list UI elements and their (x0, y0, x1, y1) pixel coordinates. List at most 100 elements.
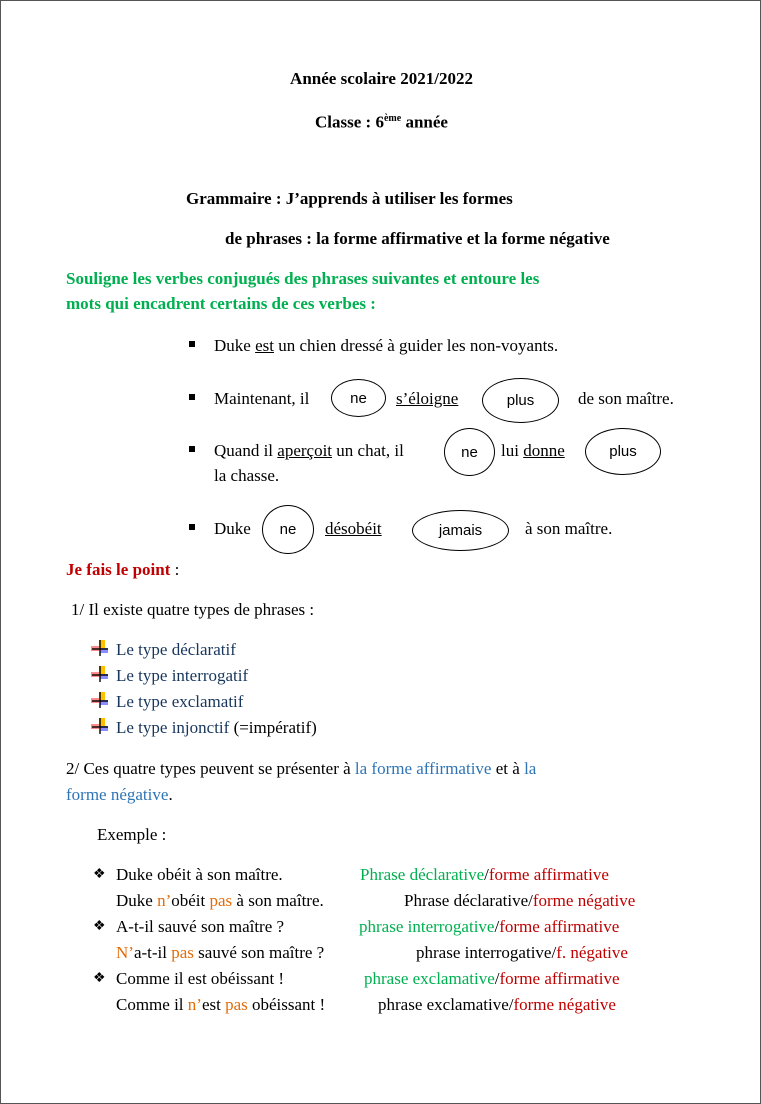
example-text: obéit (171, 891, 210, 910)
example-text: a-t-il (133, 943, 172, 962)
underlined-verb: est (255, 336, 274, 355)
sentence-4-end: à son maître. (525, 519, 613, 538)
example-label: Exemple : (97, 825, 167, 844)
example-text: N’ (116, 943, 134, 962)
circled-word: ne (262, 505, 314, 554)
example-classification: forme affirmative (499, 917, 620, 936)
example-classification: phrase interrogative (359, 917, 495, 936)
instruction-line-1: Souligne les verbes conjugués des phrase… (66, 269, 540, 288)
text: 2/ Ces quatre types peuvent se présenter… (66, 759, 355, 778)
example-classification: phrase exclamative (364, 969, 495, 988)
type-item: Le type injonctif (=impératif) (116, 718, 317, 738)
example-classification: forme négative (513, 995, 616, 1014)
text: . (168, 785, 173, 804)
sentence-2-start: Maintenant, il (214, 389, 310, 408)
type-item: Le type déclaratif (116, 640, 236, 660)
bullet-square (189, 394, 195, 400)
highlight: la forme affirmative (354, 759, 492, 778)
text: un chat, il (332, 441, 404, 460)
example-text: Comme il (116, 995, 188, 1014)
example-type: phrase interrogative/f. négative (416, 943, 628, 963)
type-item: Le type interrogatif (116, 666, 248, 686)
example-sentence: Comme il n’est pas obéissant ! (116, 995, 325, 1015)
point-2-line-2: forme négative. (66, 785, 173, 805)
circled-word: jamais (412, 510, 509, 551)
bullet-square (189, 341, 195, 347)
example-classification: Phrase déclarative (360, 865, 485, 884)
example-text: Duke (116, 891, 158, 910)
class-text-end: année (401, 112, 448, 132)
underlined-verb: aperçoit (277, 441, 333, 460)
class-label: Classe : 6ème année (1, 109, 760, 133)
underlined-verb: désobéit (325, 519, 382, 538)
example-text: Comme il est obéissant ! (116, 969, 285, 988)
sentence-2-end: de son maître. (578, 389, 674, 408)
example-text: pas (225, 995, 248, 1014)
underlined-verb: s’éloigne (396, 389, 459, 408)
highlight: la (524, 759, 537, 778)
class-text: Classe : 6 (315, 112, 384, 132)
type-label: Le type injonctif (116, 718, 230, 737)
circled-word: plus (585, 428, 661, 475)
example-text: obéissant ! (247, 995, 326, 1014)
example-classification: phrase exclamative/ (378, 995, 514, 1014)
example-text: A-t-il sauvé son maître ? (116, 917, 285, 936)
sentence-3-start: Quand il aperçoit un chat, il (214, 441, 404, 461)
example-text: est (201, 995, 226, 1014)
example-classification: forme affirmative (499, 969, 620, 988)
sentence-4-start: Duke (214, 519, 251, 538)
example-sentence: A-t-il sauvé son maître ? (116, 917, 284, 937)
type-extra: (=impératif) (229, 718, 317, 737)
example-text: à son maître. (232, 891, 324, 910)
example-type: Phrase déclarative/forme affirmative (360, 865, 609, 885)
text: un chien dressé à guider les non-voyants… (273, 336, 559, 355)
example-type: phrase interrogative/forme affirmative (359, 917, 619, 937)
example-sentence: Duke n’obéit pas à son maître. (116, 891, 324, 911)
arrow-bullet-icon (91, 666, 109, 682)
diamond-bullet-icon: ❖ (93, 867, 106, 882)
type-item: Le type exclamatif (116, 692, 243, 712)
example-text: pas (171, 943, 194, 962)
example-type: phrase exclamative/forme affirmative (364, 969, 620, 989)
sentence-3-mid: lui donne (501, 441, 565, 461)
bullet-square (189, 446, 195, 452)
example-classification: f. négative (556, 943, 628, 962)
example-sentence: N’a-t-il pas sauvé son maître ? (116, 943, 324, 963)
example-text: pas (209, 891, 233, 910)
text: Duke (214, 336, 256, 355)
example-classification: forme affirmative (488, 865, 609, 884)
example-classification: / (494, 969, 500, 988)
example-sentence: Comme il est obéissant ! (116, 969, 284, 989)
sentence-3-end: la chasse. (214, 466, 280, 485)
arrow-bullet-icon (91, 640, 109, 656)
title-line-1: Grammaire : J’apprends à utiliser les fo… (186, 189, 513, 208)
bullet-square (189, 524, 195, 530)
arrow-bullet-icon (91, 718, 109, 734)
example-classification: / (484, 865, 489, 884)
title-line-2: de phrases : la forme affirmative et la … (225, 229, 610, 248)
class-sup: ème (383, 113, 402, 124)
instruction-line-2: mots qui encadrent certains de ces verbe… (66, 294, 376, 313)
diamond-bullet-icon: ❖ (93, 971, 106, 986)
point-title: Je fais le point (66, 560, 171, 579)
example-classification: phrase interrogative/ (416, 943, 557, 962)
text: et à (491, 759, 525, 778)
example-text: Duke obéit à son maître. (116, 865, 283, 884)
point-2-line-1: 2/ Ces quatre types peuvent se présenter… (66, 759, 536, 779)
example-text: sauvé son maître ? (193, 943, 325, 962)
underlined-verb: donne (523, 441, 565, 460)
example-sentence: Duke obéit à son maître. (116, 865, 283, 885)
text: Quand il (214, 441, 278, 460)
circled-word: ne (331, 379, 386, 417)
type-label: Le type interrogatif (116, 666, 249, 685)
example-text: n’ (187, 995, 202, 1014)
arrow-bullet-icon (91, 692, 109, 708)
point-1: 1/ Il existe quatre types de phrases : (71, 600, 315, 619)
example-type: Phrase déclarative/forme négative (404, 891, 635, 911)
diamond-bullet-icon: ❖ (93, 919, 106, 934)
example-classification: Phrase déclarative/ (404, 891, 533, 910)
circled-word: ne (444, 428, 495, 476)
point-heading: Je fais le point : (66, 560, 179, 580)
sentence-1: Duke est un chien dressé à guider les no… (214, 336, 558, 356)
